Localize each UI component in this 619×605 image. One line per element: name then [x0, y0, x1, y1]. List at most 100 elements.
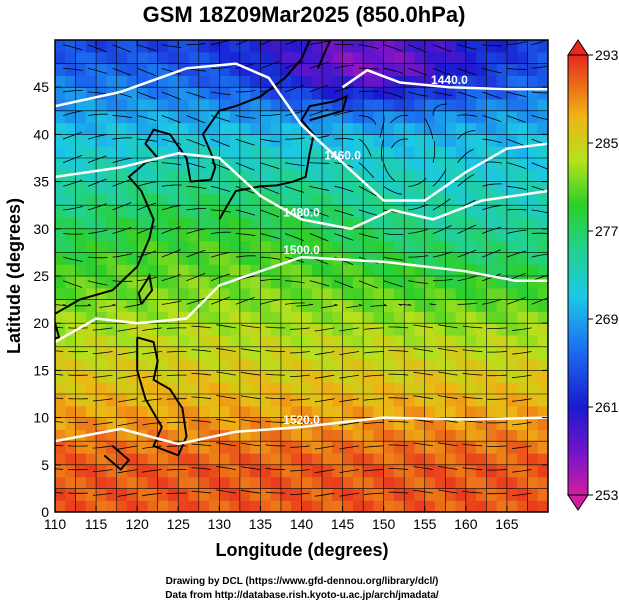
- heatmap-cell: [116, 264, 128, 277]
- heatmap-cell: [352, 87, 364, 100]
- heatmap-cell: [137, 276, 149, 289]
- heatmap-cell: [168, 488, 179, 501]
- heatmap-cell: [322, 146, 333, 159]
- streamline: [55, 421, 64, 423]
- heatmap-cell: [465, 299, 477, 312]
- heatmap-cell: [116, 464, 128, 478]
- streamline: [487, 374, 507, 377]
- heatmap-cell: [414, 358, 426, 371]
- heatmap-cell: [75, 110, 87, 124]
- heatmap-cell: [393, 464, 405, 478]
- heatmap-cell: [137, 146, 149, 159]
- heatmap-cell: [157, 299, 169, 312]
- heatmap-cell: [209, 476, 220, 489]
- streamline: [117, 398, 138, 403]
- streamline: [321, 303, 338, 309]
- heatmap-cell: [291, 99, 303, 112]
- streamline: [432, 169, 447, 187]
- heatmap-cell: [424, 287, 436, 301]
- heatmap-cell: [393, 394, 405, 407]
- heatmap-cell: [137, 75, 149, 88]
- streamline: [511, 421, 532, 426]
- heatmap-cell: [517, 51, 529, 65]
- heatmap-cell: [55, 51, 66, 65]
- heatmap-cell: [486, 276, 498, 289]
- streamline: [87, 280, 108, 286]
- heatmap-cell: [96, 158, 107, 171]
- heatmap-cell: [455, 453, 467, 466]
- heatmap-cell: [404, 75, 416, 88]
- heatmap-cell: [250, 405, 261, 419]
- heatmap-cell: [486, 75, 498, 88]
- heatmap-cell: [209, 51, 220, 65]
- heatmap-cell: [445, 40, 457, 53]
- heatmap-cell: [178, 500, 190, 512]
- heatmap-cell: [414, 181, 426, 194]
- heatmap-cell: [373, 63, 385, 76]
- heatmap-cell: [96, 453, 107, 466]
- heatmap-cell: [260, 346, 272, 360]
- heatmap-cell: [342, 311, 354, 324]
- heatmap-cell: [270, 417, 282, 430]
- heatmap-cell: [65, 240, 77, 253]
- heatmap-cell: [106, 441, 118, 454]
- heatmap-cell: [168, 63, 179, 76]
- heatmap-cell: [465, 276, 477, 289]
- heatmap-cell: [352, 382, 364, 395]
- heatmap-cell: [342, 217, 354, 230]
- heatmap-cell: [270, 75, 282, 88]
- heatmap-cell: [496, 169, 508, 183]
- streamline: [363, 374, 384, 377]
- heatmap-cell: [537, 394, 548, 407]
- heatmap-cell: [260, 476, 272, 489]
- heatmap-cell: [476, 228, 487, 242]
- heatmap-cell: [137, 99, 149, 112]
- heatmap-cell: [281, 358, 292, 371]
- heatmap-cell: [373, 169, 385, 183]
- heatmap-cell: [75, 441, 87, 454]
- heatmap-cell: [219, 122, 231, 135]
- heatmap-cell: [209, 264, 220, 277]
- x-tick-label: 125: [167, 516, 191, 532]
- heatmap-cell: [55, 417, 66, 430]
- contour-label: 1520.0: [283, 413, 320, 427]
- heatmap-cell: [126, 75, 138, 88]
- heatmap-cell: [239, 382, 251, 395]
- heatmap-cell: [486, 181, 498, 194]
- streamline: [112, 202, 132, 211]
- heatmap-cell: [198, 146, 210, 159]
- heatmap-cell: [332, 264, 344, 277]
- heatmap-cell: [476, 335, 487, 348]
- streamline: [55, 468, 64, 470]
- heatmap-cell: [352, 181, 364, 194]
- streamline: [87, 256, 108, 259]
- heatmap-cell: [239, 405, 251, 419]
- heatmap-cell: [435, 464, 446, 478]
- heatmap-cell: [126, 358, 138, 371]
- heatmap-cell: [435, 370, 446, 383]
- heatmap-cell: [393, 240, 405, 253]
- heatmap-cell: [137, 358, 149, 371]
- heatmap-cell: [250, 87, 261, 100]
- streamline: [383, 233, 404, 235]
- heatmap-cell: [352, 476, 364, 489]
- streamline: [166, 351, 187, 353]
- heatmap-cell: [281, 169, 292, 183]
- heatmap-cell: [445, 193, 457, 206]
- heatmap-cell: [465, 158, 477, 171]
- heatmap-cell: [55, 217, 66, 230]
- heatmap-cell: [75, 382, 87, 395]
- streamline: [334, 209, 354, 217]
- streamline: [137, 67, 156, 77]
- heatmap-cell: [219, 51, 231, 65]
- heatmap-cell: [239, 453, 251, 466]
- heatmap-cell: [55, 382, 66, 395]
- streamline: [413, 466, 434, 470]
- heatmap-cell: [96, 264, 107, 277]
- heatmap-cell: [209, 146, 220, 159]
- heatmap-cell: [527, 476, 539, 489]
- streamline: [74, 303, 92, 307]
- heatmap-cell: [322, 405, 333, 419]
- heatmap-cell: [311, 299, 323, 312]
